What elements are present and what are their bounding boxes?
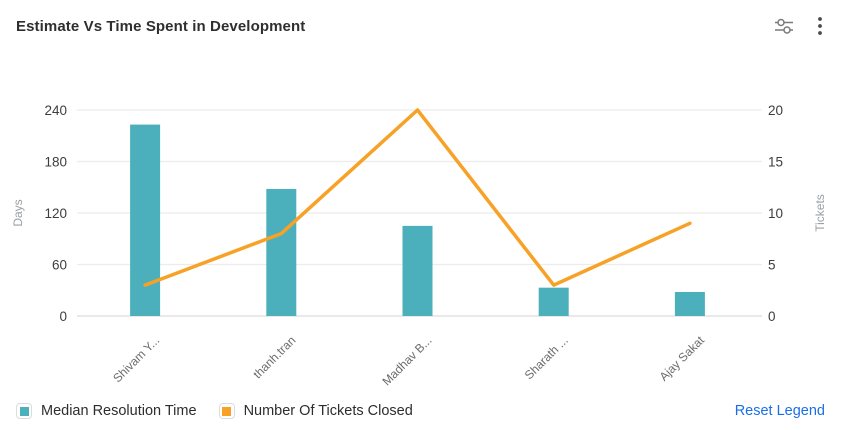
bar-thanh-tran[interactable] [266, 188, 297, 316]
x-axis-label: thanh.tran [250, 333, 298, 381]
legend-swatch-icon [16, 403, 32, 419]
bar-sharath[interactable] [538, 287, 569, 316]
chart-title: Estimate Vs Time Spent in Development [16, 17, 306, 35]
bar-madhav-b[interactable] [402, 225, 433, 316]
reset-legend-link[interactable]: Reset Legend [734, 403, 825, 419]
right-axis-tick: 10 [768, 206, 783, 221]
x-axis-label: Madhav B... [379, 333, 434, 388]
right-axis-tick: 15 [768, 155, 783, 170]
combo-chart: 0 60 120 180 240 0 5 10 15 20 Days Tickets Shivam Y.… [11, 103, 827, 388]
right-axis-tick: 20 [768, 103, 783, 118]
legend-row: Median Resolution Time Number Of Tickets … [16, 398, 825, 424]
right-axis-tick: 0 [768, 309, 776, 324]
legend-label: Number Of Tickets Closed [243, 403, 413, 419]
left-axis-tick: 120 [44, 206, 67, 221]
filter-sliders-icon[interactable] [769, 11, 799, 41]
left-axis-tick: 0 [59, 309, 67, 324]
legend-label: Median Resolution Time [41, 403, 197, 419]
left-axis-tick: 60 [52, 258, 67, 273]
bar-shivam-y[interactable] [130, 124, 161, 316]
left-axis-tick: 180 [44, 155, 67, 170]
legend-items: Median Resolution Time Number Of Tickets … [16, 403, 413, 419]
legend-item-bar-series[interactable]: Median Resolution Time [16, 403, 197, 419]
right-axis-title: Tickets [813, 194, 827, 232]
legend-item-line-series[interactable]: Number Of Tickets Closed [218, 403, 413, 419]
left-axis-title: Days [11, 199, 25, 226]
header-icons [769, 11, 827, 41]
right-axis-tick: 5 [768, 258, 776, 273]
x-axis-label: Shivam Y... [110, 333, 162, 385]
bar-ajay-sakat[interactable] [674, 291, 705, 316]
line-series[interactable] [143, 108, 692, 287]
x-axis-label: Ajay Sakat [657, 333, 708, 384]
chart-header: Estimate Vs Time Spent in Development [0, 0, 841, 52]
left-axis-tick: 240 [44, 103, 67, 118]
legend-swatch-icon [218, 403, 235, 419]
kebab-menu-icon[interactable] [813, 12, 827, 40]
x-axis-label: Sharath ... [522, 333, 571, 382]
